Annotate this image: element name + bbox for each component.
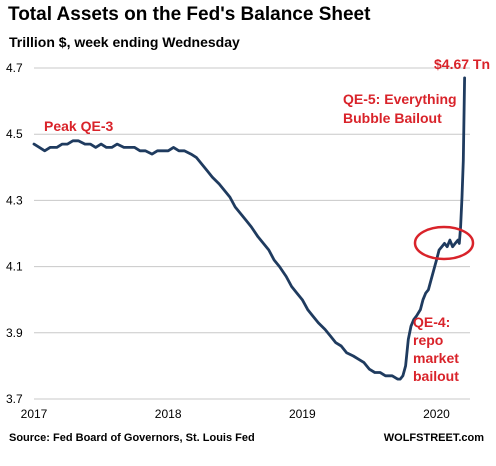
y-tick-label: 4.3 bbox=[6, 193, 23, 207]
x-tick-label: 2017 bbox=[21, 407, 48, 421]
annotation-qe4-line4: bailout bbox=[413, 368, 459, 384]
annotation-qe5-line1: QE-5: Everything bbox=[343, 91, 457, 107]
annotation-qe4-line1: QE-4: bbox=[413, 314, 450, 330]
annotation-last-value: $4.67 Tn bbox=[434, 56, 490, 72]
chart-title: Total Assets on the Fed's Balance Sheet bbox=[8, 4, 371, 25]
x-tick-label: 2018 bbox=[155, 407, 182, 421]
annotation-qe5-line2: Bubble Bailout bbox=[343, 110, 442, 126]
y-tick-label: 3.9 bbox=[6, 326, 23, 340]
gridlines bbox=[34, 67, 470, 400]
total-assets-line bbox=[32, 76, 466, 381]
x-tick-label: 2019 bbox=[289, 407, 316, 421]
highlight-ellipse bbox=[413, 225, 475, 261]
annotation-qe4-line3: market bbox=[413, 350, 459, 366]
y-tick-label: 3.7 bbox=[6, 392, 23, 406]
y-tick-label: 4.1 bbox=[6, 260, 23, 274]
y-axis-ticks: 4.7 4.5 4.3 4.1 3.9 3.7 bbox=[6, 61, 23, 406]
brand-label: WOLFSTREET.com bbox=[383, 432, 484, 444]
annotation-peak-qe3: Peak QE-3 bbox=[44, 118, 113, 134]
y-tick-label: 4.7 bbox=[6, 61, 23, 75]
chart-subtitle: Trillion $, week ending Wednesday bbox=[9, 34, 240, 50]
annotation-qe4-line2: repo bbox=[413, 332, 443, 348]
source-note: Source: Fed Board of Governors, St. Loui… bbox=[9, 432, 255, 444]
x-tick-label: 2020 bbox=[423, 407, 450, 421]
y-tick-label: 4.5 bbox=[6, 127, 23, 141]
x-axis-ticks: 2017 2018 2019 2020 bbox=[21, 407, 450, 421]
